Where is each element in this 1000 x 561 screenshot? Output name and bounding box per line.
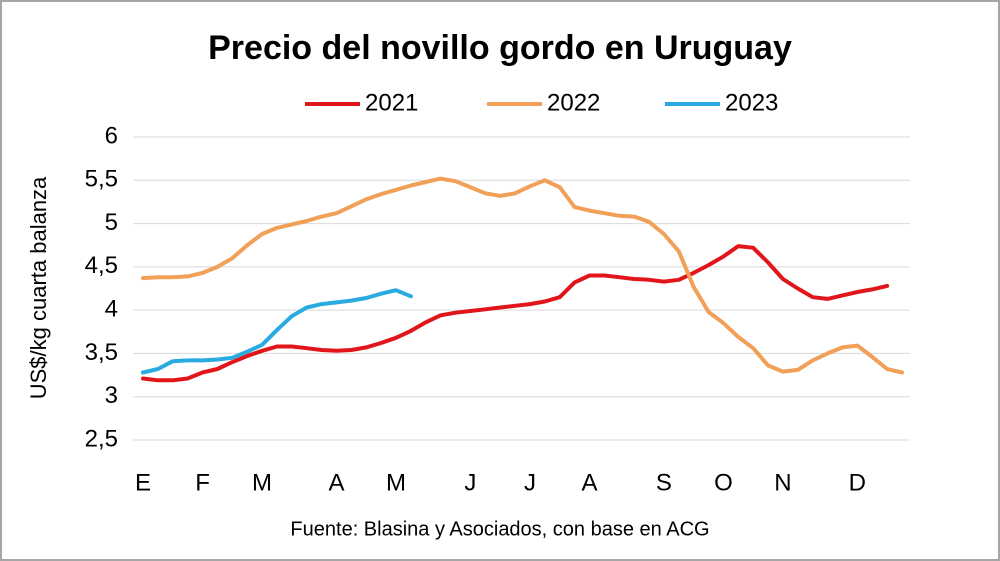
x-tick-label: A [581, 469, 597, 496]
legend-label: 2022 [547, 89, 600, 116]
y-tick-label: 4,5 [85, 252, 118, 279]
series-line [141, 288, 413, 375]
x-tick-label: J [464, 469, 476, 496]
y-tick-label: 3,5 [85, 339, 118, 366]
x-tick-label: S [656, 469, 672, 496]
y-tick-label: 6 [105, 122, 118, 149]
x-tick-label: N [774, 469, 791, 496]
x-tick-label: M [386, 469, 406, 496]
y-tick-label: 4 [105, 295, 118, 322]
x-tick-label: J [524, 469, 536, 496]
x-tick-label: F [195, 469, 210, 496]
series-line [141, 176, 904, 375]
x-tick-label: O [714, 469, 733, 496]
x-tick-label: E [135, 469, 151, 496]
legend-label: 2023 [725, 89, 778, 116]
chart-title: Precio del novillo gordo en Uruguay [208, 29, 792, 67]
x-tick-label: A [328, 469, 344, 496]
y-tick-label: 2,5 [85, 425, 118, 452]
source-note: Fuente: Blasina y Asociados, con base en… [290, 518, 709, 540]
legend-label: 2021 [365, 89, 418, 116]
series-line [141, 244, 890, 383]
y-tick-label: 3 [105, 382, 118, 409]
y-tick-label: 5,5 [85, 166, 118, 193]
y-axis-label: US$/kg cuarta balanza [26, 176, 51, 399]
y-tick-label: 5 [105, 209, 118, 236]
x-tick-label: D [849, 469, 866, 496]
x-tick-label: M [252, 469, 272, 496]
